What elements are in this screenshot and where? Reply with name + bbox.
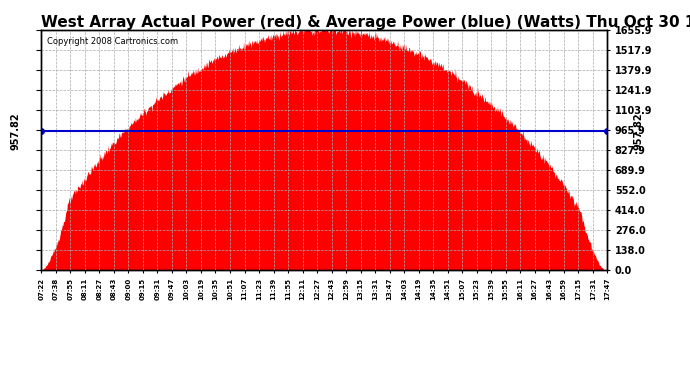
Text: 957.82: 957.82 bbox=[633, 112, 643, 150]
Text: Copyright 2008 Cartronics.com: Copyright 2008 Cartronics.com bbox=[47, 37, 178, 46]
Text: West Array Actual Power (red) & Average Power (blue) (Watts) Thu Oct 30 17:48: West Array Actual Power (red) & Average … bbox=[41, 15, 690, 30]
Text: 957.82: 957.82 bbox=[11, 112, 21, 150]
